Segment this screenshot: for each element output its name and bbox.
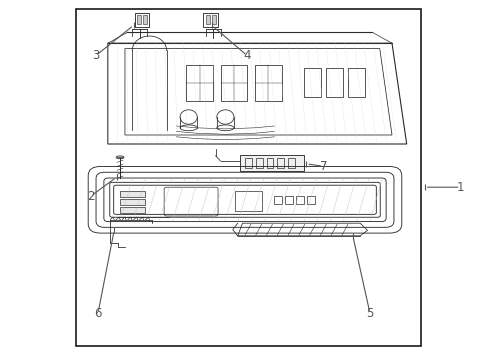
Text: 7: 7	[319, 160, 327, 173]
Text: 1: 1	[457, 181, 465, 194]
Bar	[348, 68, 365, 97]
Text: 6: 6	[94, 307, 102, 320]
Bar	[326, 68, 343, 97]
Bar	[137, 15, 141, 24]
Bar	[256, 158, 263, 168]
Bar	[255, 65, 282, 101]
Bar	[120, 207, 145, 213]
Bar	[186, 65, 213, 101]
Bar	[304, 68, 321, 97]
Bar	[267, 158, 273, 168]
Bar	[296, 196, 304, 204]
Bar	[120, 191, 145, 197]
Bar	[288, 158, 295, 168]
Text: 4: 4	[244, 49, 251, 62]
Bar	[135, 13, 149, 27]
Bar	[220, 65, 247, 101]
Bar	[206, 15, 210, 24]
Text: 2: 2	[87, 190, 95, 203]
Bar	[277, 158, 284, 168]
Bar	[212, 15, 216, 24]
Bar	[274, 196, 282, 204]
Bar	[203, 13, 218, 27]
Bar	[120, 199, 145, 205]
Bar	[76, 9, 421, 346]
Text: 5: 5	[366, 307, 374, 320]
Ellipse shape	[116, 156, 124, 159]
Bar	[245, 158, 252, 168]
Bar	[285, 196, 293, 204]
Bar	[240, 155, 304, 171]
Bar	[307, 196, 315, 204]
Text: 3: 3	[92, 49, 99, 62]
Bar	[235, 191, 262, 211]
Bar	[143, 15, 147, 24]
